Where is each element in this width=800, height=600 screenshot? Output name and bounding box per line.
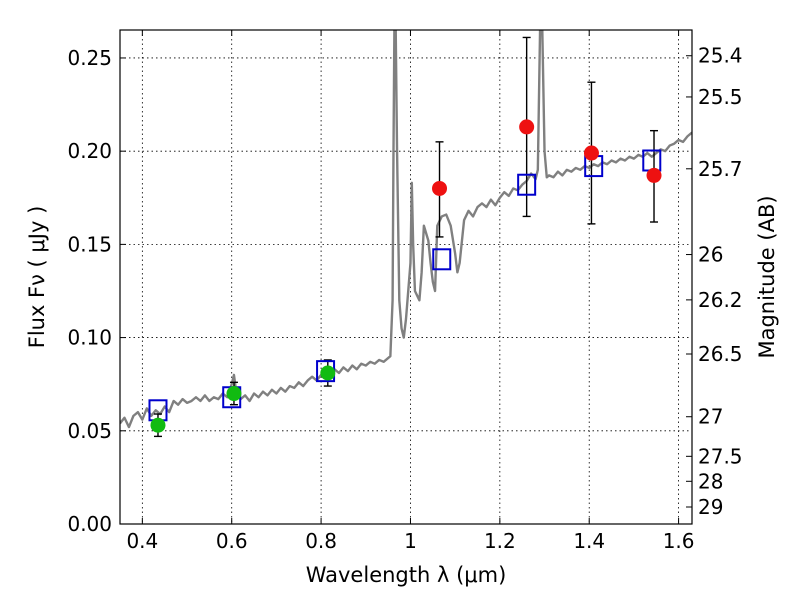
detection-point-red <box>583 145 599 161</box>
right-tick-label: 25.5 <box>698 85 743 109</box>
grid-lines <box>120 30 692 524</box>
axis-ticks: 0.4 0.6 0.8 1 1.2 1.4 1.6 0.00 0.05 0.10 0.15 0.20 0… <box>67 30 743 553</box>
right-axis-label: Magnitude (AB) <box>755 195 779 358</box>
error-bars <box>153 36 659 438</box>
y-tick-label: 0.00 <box>67 512 112 536</box>
y-axis-label: Flux Fν ( μJy ) <box>25 206 49 349</box>
detection-point-green <box>320 365 336 381</box>
y-tick-label: 0.05 <box>67 419 112 443</box>
x-tick-label: 0.4 <box>126 529 158 553</box>
detection-point-red <box>646 167 662 183</box>
model-photometry-square <box>432 248 452 271</box>
right-tick-label: 25.4 <box>698 44 743 68</box>
detection-point-red <box>432 180 448 196</box>
right-tick-label: 29 <box>698 495 723 519</box>
x-tick-label: 1 <box>404 529 417 553</box>
right-tick-label: 25.7 <box>698 157 743 181</box>
detection-point-green <box>150 417 166 433</box>
x-tick-label: 1.4 <box>573 529 605 553</box>
x-axis-label: Wavelength λ (μm) <box>306 563 507 587</box>
y-tick-label: 0.10 <box>67 326 112 350</box>
x-tick-label: 0.8 <box>305 529 337 553</box>
x-tick-label: 1.2 <box>484 529 516 553</box>
model-photometry-series <box>148 149 662 422</box>
y-tick-label: 0.25 <box>67 46 112 70</box>
spectrum-series <box>120 30 692 429</box>
right-tick-label: 28 <box>698 469 723 493</box>
right-tick-label: 26 <box>698 243 723 267</box>
y-tick-label: 0.15 <box>67 232 112 256</box>
detection-point-green <box>226 386 242 402</box>
spectrum-line <box>120 30 692 429</box>
right-tick-label: 26.2 <box>698 288 743 312</box>
detection-series <box>150 119 662 433</box>
plot-frame <box>119 29 693 525</box>
x-tick-label: 1.6 <box>663 529 695 553</box>
model-photometry-square <box>517 173 537 196</box>
right-tick-label: 26.5 <box>698 342 743 366</box>
y-tick-label: 0.20 <box>67 139 112 163</box>
detection-point-red <box>519 119 535 135</box>
x-tick-label: 0.6 <box>216 529 248 553</box>
right-tick-label: 27.5 <box>698 444 743 468</box>
right-tick-label: 27 <box>698 405 723 429</box>
